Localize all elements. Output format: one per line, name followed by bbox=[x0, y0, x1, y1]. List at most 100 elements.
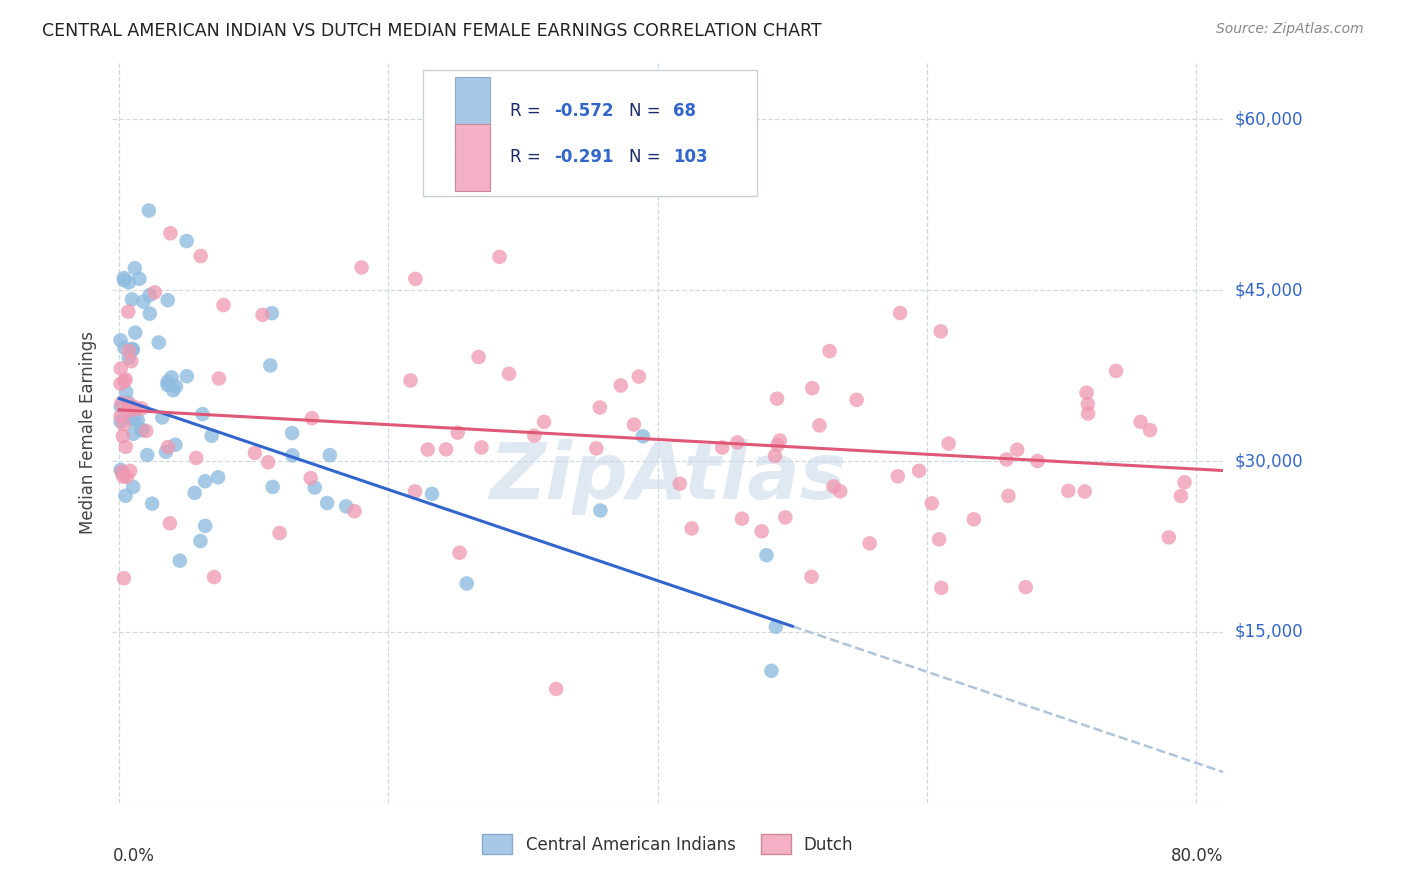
Point bbox=[117, 404, 139, 418]
Point bbox=[755, 548, 778, 562]
Point bbox=[399, 374, 422, 388]
Point bbox=[335, 500, 357, 514]
Point bbox=[127, 413, 149, 427]
Point bbox=[800, 570, 823, 584]
Point bbox=[121, 342, 143, 356]
Text: $30,000: $30,000 bbox=[1234, 452, 1303, 470]
Point bbox=[997, 489, 1019, 503]
Point bbox=[350, 260, 373, 275]
Point bbox=[191, 407, 214, 421]
Point bbox=[257, 455, 280, 469]
Text: N =: N = bbox=[628, 102, 666, 120]
Point bbox=[165, 438, 187, 452]
Point bbox=[150, 410, 173, 425]
Point bbox=[845, 392, 868, 407]
Point bbox=[533, 415, 555, 429]
Point bbox=[808, 418, 831, 433]
Point bbox=[281, 448, 304, 462]
Point bbox=[585, 442, 607, 456]
Point bbox=[110, 463, 132, 477]
Point bbox=[176, 234, 198, 248]
Point bbox=[156, 375, 179, 389]
Point bbox=[135, 424, 157, 438]
Y-axis label: Median Female Earnings: Median Female Earnings bbox=[79, 331, 97, 534]
Point bbox=[761, 664, 783, 678]
Point bbox=[165, 379, 187, 393]
Point bbox=[1173, 475, 1195, 490]
Point bbox=[128, 272, 150, 286]
Point bbox=[124, 261, 146, 276]
Point bbox=[112, 469, 135, 483]
Point bbox=[155, 445, 177, 459]
Point bbox=[143, 285, 166, 300]
Point bbox=[299, 471, 322, 485]
Point bbox=[114, 341, 136, 355]
Point bbox=[498, 367, 520, 381]
Point bbox=[141, 497, 163, 511]
Point bbox=[447, 425, 470, 440]
Point bbox=[449, 546, 471, 560]
Point bbox=[131, 401, 153, 416]
Point bbox=[523, 428, 546, 442]
Point bbox=[114, 440, 136, 454]
Point bbox=[136, 448, 159, 462]
Point bbox=[118, 343, 141, 358]
Point bbox=[159, 227, 181, 241]
Point bbox=[139, 307, 162, 321]
Point bbox=[138, 203, 160, 218]
Text: ZipAtlas: ZipAtlas bbox=[489, 439, 846, 515]
Point bbox=[1077, 397, 1099, 411]
Point bbox=[111, 466, 134, 480]
Point bbox=[114, 372, 136, 386]
Point bbox=[183, 486, 205, 500]
Point bbox=[112, 273, 135, 287]
Point bbox=[343, 504, 366, 518]
Point bbox=[1129, 415, 1152, 429]
Point bbox=[120, 464, 142, 478]
Point bbox=[938, 436, 960, 450]
Point bbox=[176, 369, 198, 384]
Point bbox=[751, 524, 773, 539]
Point bbox=[110, 414, 132, 428]
Point bbox=[416, 442, 439, 457]
Text: $15,000: $15,000 bbox=[1234, 623, 1303, 641]
Point bbox=[963, 512, 986, 526]
Point bbox=[194, 519, 217, 533]
Point bbox=[208, 371, 231, 385]
Point bbox=[262, 480, 284, 494]
Point bbox=[138, 288, 160, 302]
Point bbox=[194, 474, 217, 488]
Point bbox=[1015, 580, 1038, 594]
Text: 68: 68 bbox=[673, 102, 696, 120]
Point bbox=[725, 435, 748, 450]
Point bbox=[114, 374, 136, 388]
Point bbox=[111, 465, 134, 479]
Point bbox=[115, 385, 138, 400]
Point bbox=[269, 526, 291, 541]
Point bbox=[1057, 483, 1080, 498]
Point bbox=[889, 306, 911, 320]
Point bbox=[110, 409, 132, 424]
Point bbox=[117, 397, 139, 411]
Point bbox=[931, 581, 953, 595]
Point bbox=[818, 344, 841, 359]
Point bbox=[124, 326, 146, 340]
Point bbox=[456, 576, 478, 591]
Point bbox=[112, 417, 135, 432]
Point bbox=[131, 423, 153, 437]
Point bbox=[110, 376, 132, 391]
Point bbox=[156, 293, 179, 308]
Point bbox=[169, 554, 191, 568]
Point bbox=[122, 480, 145, 494]
Point bbox=[420, 487, 443, 501]
Point bbox=[731, 511, 754, 525]
Point bbox=[160, 370, 183, 384]
Text: Source: ZipAtlas.com: Source: ZipAtlas.com bbox=[1216, 22, 1364, 37]
Point bbox=[260, 306, 283, 320]
Point bbox=[1073, 484, 1095, 499]
Text: CENTRAL AMERICAN INDIAN VS DUTCH MEDIAN FEMALE EARNINGS CORRELATION CHART: CENTRAL AMERICAN INDIAN VS DUTCH MEDIAN … bbox=[42, 22, 821, 40]
Point bbox=[908, 464, 931, 478]
Point bbox=[190, 249, 212, 263]
Point bbox=[887, 469, 910, 483]
Point bbox=[467, 350, 489, 364]
